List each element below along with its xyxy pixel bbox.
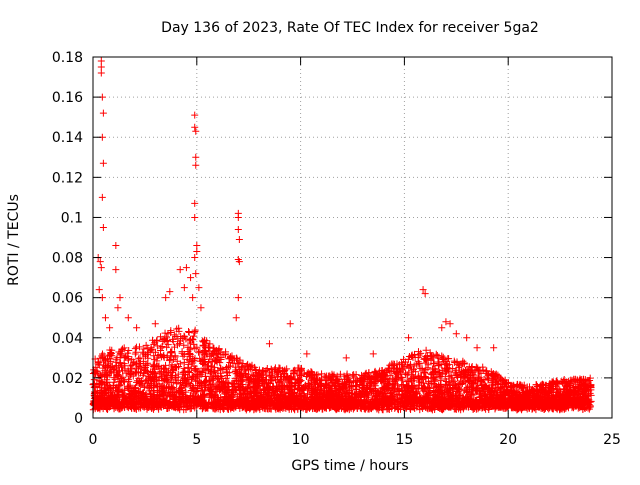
roti-chart: 00.020.040.060.080.10.120.140.160.180510… (0, 0, 640, 480)
